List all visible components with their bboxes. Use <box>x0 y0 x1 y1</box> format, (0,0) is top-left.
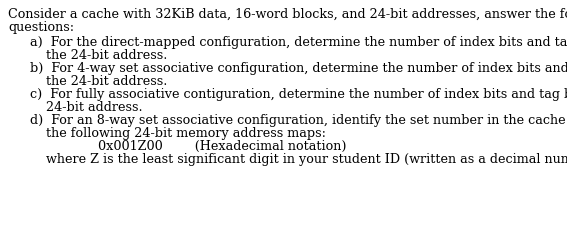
Text: Consider a cache with 32KiB data, 16-word blocks, and 24-bit addresses, answer t: Consider a cache with 32KiB data, 16-wor… <box>8 8 567 21</box>
Text: b)  For 4-way set associative configuration, determine the number of index bits : b) For 4-way set associative configurati… <box>30 62 567 75</box>
Text: where Z is the least significant digit in your student ID (written as a decimal : where Z is the least significant digit i… <box>46 152 567 165</box>
Text: a)  For the direct-mapped configuration, determine the number of index bits and : a) For the direct-mapped configuration, … <box>30 36 567 49</box>
Text: questions:: questions: <box>8 21 74 34</box>
Text: 0x001Z00        (Hexadecimal notation): 0x001Z00 (Hexadecimal notation) <box>98 139 346 152</box>
Text: 24-bit address.: 24-bit address. <box>46 100 143 113</box>
Text: the following 24-bit memory address maps:: the following 24-bit memory address maps… <box>46 126 326 139</box>
Text: the 24-bit address.: the 24-bit address. <box>46 49 167 62</box>
Text: the 24-bit address.: the 24-bit address. <box>46 75 167 88</box>
Text: c)  For fully associative contiguration, determine the number of index bits and : c) For fully associative contiguration, … <box>30 88 567 100</box>
Text: d)  For an 8-way set associative configuration, identify the set number in the c: d) For an 8-way set associative configur… <box>30 113 567 126</box>
